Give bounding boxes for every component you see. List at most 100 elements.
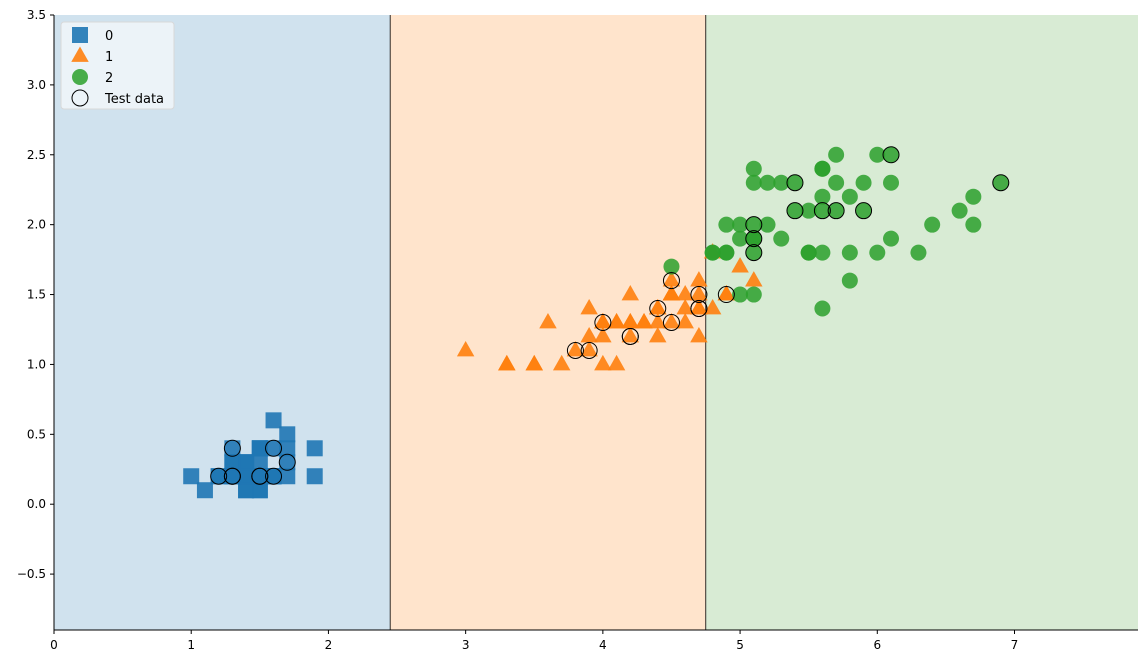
class-1-point [594,313,612,329]
class-1-point [649,299,667,315]
x-tick-label: 0 [50,638,58,652]
class-2-point [992,174,1009,191]
test-data-point [223,467,241,485]
class-2-point [786,174,803,191]
y-tick-label: 0.5 [27,427,46,441]
y-tick-label: 2.0 [27,218,46,232]
decision-boundaries [389,15,707,630]
class-1-point [621,285,640,301]
y-tick-label: 0.0 [27,497,46,511]
class-2-point [828,174,845,191]
class-1-point [552,354,571,371]
class-2-point [869,244,886,261]
class-1-point [676,285,694,301]
x-tick-label: 4 [599,638,607,652]
class-2-point [828,202,845,219]
test-data-point [745,230,763,248]
legend-entry-2: 2 [72,69,113,86]
class-1-point [539,313,557,329]
legend-label-3: Test data [104,92,164,107]
class-1-point [676,313,694,329]
class-2-point [800,244,817,261]
decision-regions [54,15,1138,630]
test-data-point [827,202,845,220]
y-tick-label: 1.5 [27,288,46,302]
class-1-point [607,354,626,371]
class-2-point [773,230,790,247]
class-0-point [265,412,282,429]
class-1-point [621,313,640,329]
class-0-point [251,454,268,471]
class-2-point [924,216,941,233]
class-0-point [238,454,255,471]
test-data-point [265,467,283,485]
class-1-point [745,271,763,287]
class-1-point [635,313,653,329]
y-tick-label: 2.5 [27,148,46,162]
class-2-point [965,188,982,205]
class-0-point [251,482,268,499]
class-2-point [869,146,886,163]
test-data-point [662,314,680,331]
legend-label-2: 2 [105,71,113,86]
test-data-point [786,174,804,192]
class-2-point [951,202,968,219]
class-1-point [662,313,681,329]
class-1-point [690,285,708,301]
class-2-point [910,244,927,261]
class-1-point [717,285,736,301]
series-3 [210,146,1010,485]
class-2-point [828,146,845,163]
class-2-point [786,202,803,219]
class-2-point [814,188,831,205]
class-1-point [456,340,475,357]
class-2-point [732,216,749,233]
class-2-point [732,230,749,247]
test-data-point [992,174,1010,192]
class-0-point [265,440,282,457]
test-data-point [223,439,241,457]
legend-entry-1: 1 [71,46,113,65]
class-0-point [210,468,227,485]
class-2-point [855,202,872,219]
test-data-point [580,341,598,359]
class-2-point [965,216,982,233]
legend-label-0: 0 [105,29,113,44]
test-data-point [745,216,763,234]
class-2-point [745,244,762,261]
y-tick-label: 3.5 [27,8,46,22]
x-tick-label: 5 [736,638,744,652]
class-2-point [814,160,831,177]
class-2-point [814,202,831,219]
test-data-point [265,439,283,457]
class-2-point [718,216,735,233]
legend-marker-2 [72,69,88,85]
x-tick-label: 3 [462,638,470,652]
class-2-point [883,230,900,247]
class-2-point [814,244,831,261]
class-2-point [855,174,872,191]
class-1-point [703,299,722,315]
class-1-point [676,299,694,315]
class-2-point [745,174,762,191]
test-data-point [882,146,900,164]
legend-entry-0: 0 [72,27,113,44]
class-0-point [251,440,268,457]
class-0-point [306,468,323,485]
class-0-point [238,482,255,499]
test-data-point [649,300,667,318]
test-data-point [662,272,680,290]
class-1-point [690,299,708,315]
class-2-point [841,244,858,261]
class-2-point [663,258,680,275]
x-tick-label: 2 [325,638,333,652]
test-data-point [210,467,228,485]
test-data-point [745,244,763,262]
class-1-point [662,285,681,301]
class-0-point [238,468,255,485]
class-2-point [759,216,776,233]
x-tick-label: 1 [187,638,195,652]
class-2-point [759,174,776,191]
legend-marker-0 [72,27,88,43]
